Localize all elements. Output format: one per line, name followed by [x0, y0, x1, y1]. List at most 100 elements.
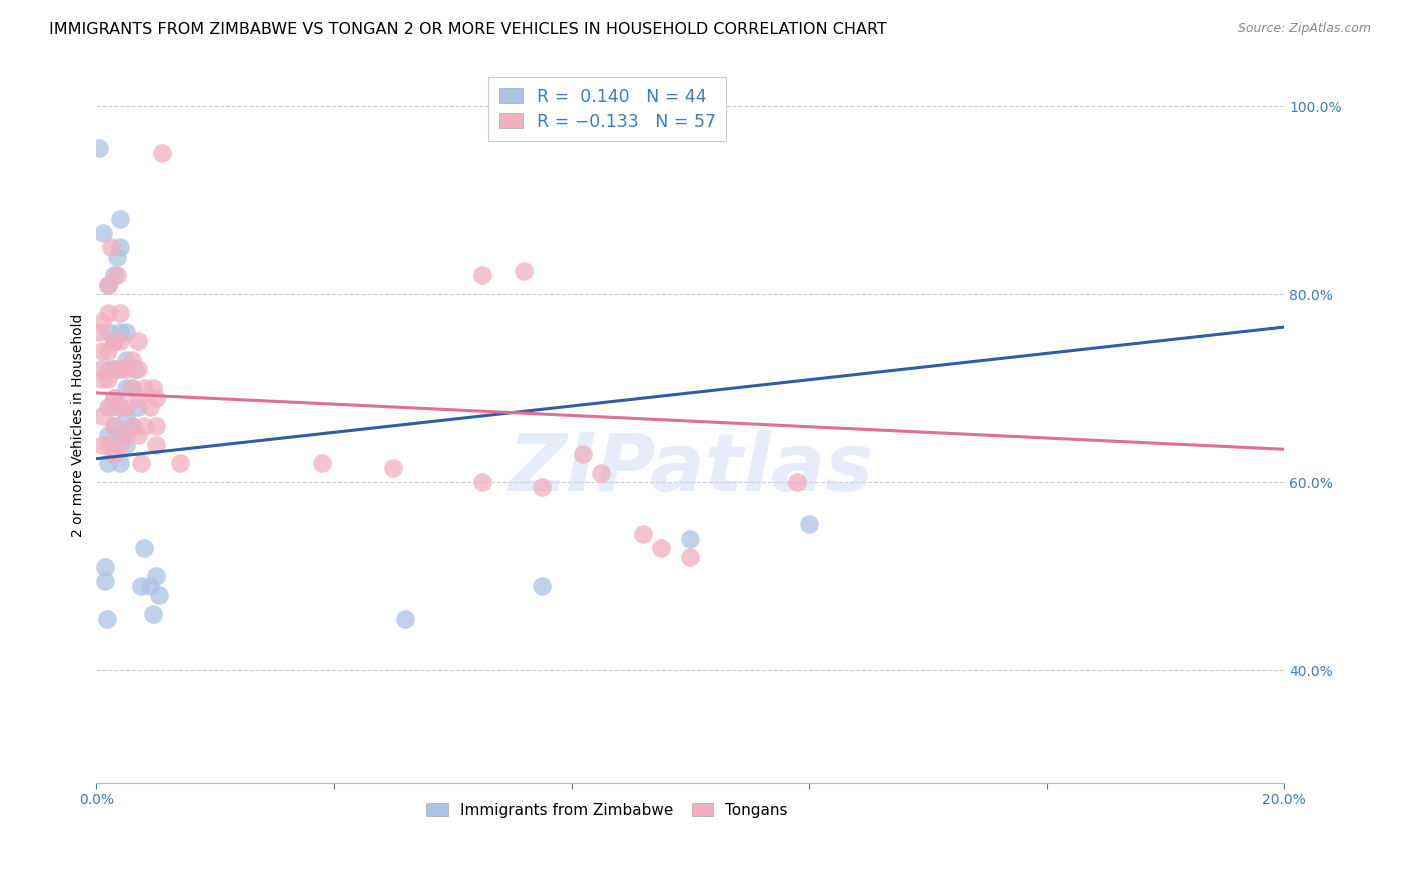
Point	[145, 569, 167, 583]
Point	[797, 517, 820, 532]
Point	[108, 211, 131, 226]
Point	[89, 325, 111, 339]
Point	[93, 226, 115, 240]
Point	[127, 334, 149, 348]
Point	[127, 362, 149, 376]
Point	[394, 611, 416, 625]
Point	[530, 579, 553, 593]
Point	[89, 141, 111, 155]
Point	[471, 475, 494, 490]
Point	[121, 418, 143, 433]
Point	[169, 456, 191, 470]
Point	[148, 588, 170, 602]
Point	[129, 579, 152, 593]
Point	[108, 240, 131, 254]
Point	[115, 353, 138, 368]
Point	[108, 334, 131, 348]
Point	[108, 400, 131, 414]
Point	[97, 372, 120, 386]
Point	[121, 381, 143, 395]
Point	[103, 334, 125, 348]
Point	[142, 607, 165, 621]
Point	[127, 391, 149, 405]
Point	[679, 550, 702, 565]
Text: IMMIGRANTS FROM ZIMBABWE VS TONGAN 2 OR MORE VEHICLES IN HOUSEHOLD CORRELATION C: IMMIGRANTS FROM ZIMBABWE VS TONGAN 2 OR …	[49, 22, 887, 37]
Point	[121, 353, 143, 368]
Point	[129, 456, 152, 470]
Point	[471, 268, 494, 283]
Point	[513, 263, 536, 277]
Point	[97, 277, 120, 292]
Point	[97, 428, 120, 442]
Point	[103, 362, 125, 376]
Point	[90, 362, 112, 376]
Point	[115, 428, 138, 442]
Point	[115, 325, 138, 339]
Point	[786, 475, 808, 490]
Point	[103, 391, 125, 405]
Point	[103, 447, 125, 461]
Text: ZIPatlas: ZIPatlas	[508, 430, 873, 508]
Point	[115, 362, 138, 376]
Point	[108, 400, 131, 414]
Point	[572, 447, 595, 461]
Legend: Immigrants from Zimbabwe, Tongans: Immigrants from Zimbabwe, Tongans	[419, 795, 796, 825]
Point	[121, 418, 143, 433]
Point	[115, 381, 138, 395]
Point	[94, 559, 117, 574]
Point	[311, 456, 333, 470]
Point	[105, 268, 128, 283]
Point	[115, 400, 138, 414]
Point	[124, 362, 146, 376]
Point	[150, 146, 173, 161]
Point	[108, 437, 131, 451]
Point	[97, 456, 120, 470]
Point	[103, 268, 125, 283]
Point	[103, 418, 125, 433]
Point	[100, 400, 122, 414]
Point	[97, 362, 120, 376]
Point	[103, 418, 125, 433]
Point	[530, 480, 553, 494]
Point	[97, 277, 120, 292]
Point	[631, 527, 654, 541]
Point	[97, 437, 120, 451]
Point	[100, 240, 122, 254]
Point	[108, 306, 131, 320]
Point	[91, 372, 114, 386]
Point	[108, 428, 131, 442]
Point	[97, 306, 120, 320]
Point	[145, 391, 167, 405]
Point	[679, 532, 702, 546]
Point	[96, 611, 118, 625]
Text: Source: ZipAtlas.com: Source: ZipAtlas.com	[1237, 22, 1371, 36]
Point	[127, 428, 149, 442]
Point	[145, 437, 167, 451]
Point	[108, 362, 131, 376]
Y-axis label: 2 or more Vehicles in Household: 2 or more Vehicles in Household	[72, 314, 86, 538]
Point	[108, 456, 131, 470]
Point	[132, 541, 155, 555]
Point	[591, 466, 613, 480]
Point	[91, 343, 114, 358]
Point	[132, 381, 155, 395]
Point	[139, 579, 162, 593]
Point	[142, 381, 165, 395]
Point	[97, 400, 120, 414]
Point	[91, 409, 114, 424]
Point	[97, 325, 120, 339]
Point	[103, 447, 125, 461]
Point	[108, 362, 131, 376]
Point	[132, 418, 155, 433]
Point	[105, 250, 128, 264]
Point	[94, 574, 117, 588]
Point	[121, 381, 143, 395]
Point	[91, 315, 114, 329]
Point	[108, 325, 131, 339]
Point	[139, 400, 162, 414]
Point	[145, 418, 167, 433]
Point	[91, 437, 114, 451]
Point	[97, 343, 120, 358]
Point	[115, 437, 138, 451]
Point	[650, 541, 672, 555]
